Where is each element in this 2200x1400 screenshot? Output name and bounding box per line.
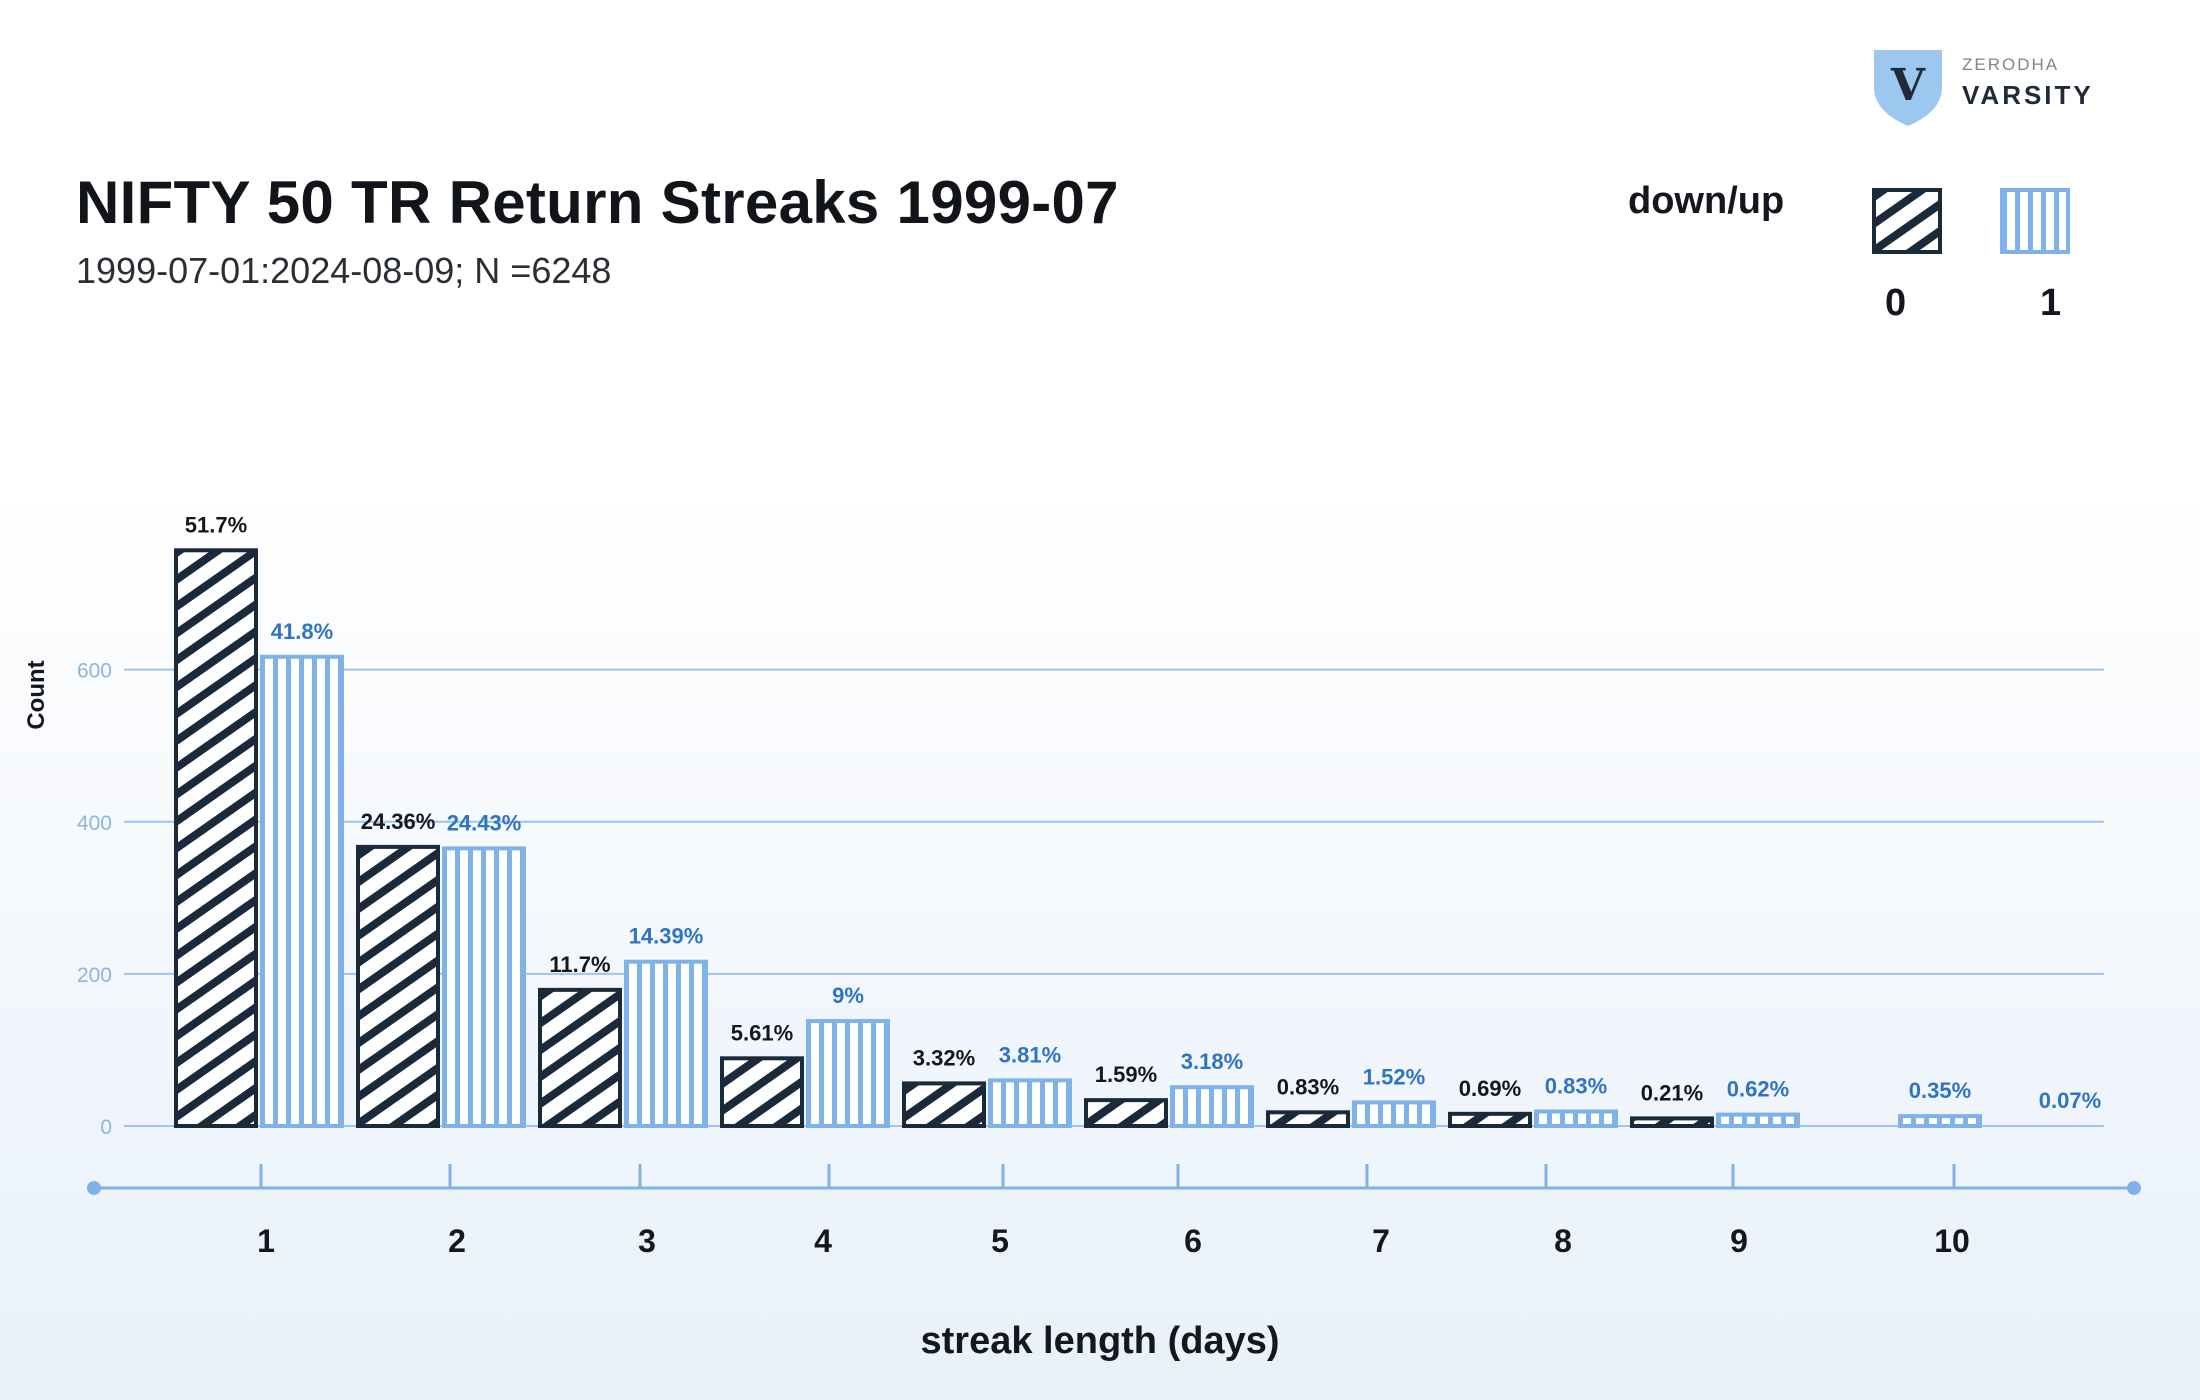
data-label-up-3: 14.39% bbox=[629, 924, 704, 949]
x-tick-label-2: 2 bbox=[448, 1223, 466, 1259]
bar-down-2 bbox=[356, 844, 440, 1128]
data-label-down-2: 24.36% bbox=[361, 809, 436, 834]
logo-brand-big: VARSITY bbox=[1962, 80, 2094, 110]
x-axis-label: streak length (days) bbox=[921, 1320, 1280, 1362]
bar-down-7 bbox=[1266, 1110, 1350, 1129]
data-label-down-6: 1.59% bbox=[1095, 1062, 1157, 1087]
data-label-up-10: 0.35% bbox=[1909, 1078, 1971, 1103]
bar-up-7 bbox=[1352, 1100, 1436, 1129]
y-tick-label: 200 bbox=[77, 964, 112, 987]
data-label-down-4: 5.61% bbox=[731, 1020, 793, 1045]
data-label-down-1: 51.7% bbox=[185, 512, 247, 537]
bar-up-10 bbox=[1898, 1114, 1982, 1129]
bar-down-1 bbox=[174, 548, 258, 1128]
bar-down-4 bbox=[720, 1056, 804, 1128]
x-tick-label-9: 9 bbox=[1730, 1223, 1748, 1259]
bar-down-9 bbox=[1630, 1116, 1714, 1129]
data-label-up-2: 24.43% bbox=[447, 810, 522, 835]
y-tick-label: 400 bbox=[77, 812, 112, 835]
bar-down-5 bbox=[902, 1081, 986, 1128]
bar-up-5 bbox=[988, 1078, 1072, 1128]
data-label-down-7: 0.83% bbox=[1277, 1074, 1339, 1099]
legend-title: down/up bbox=[1628, 180, 1785, 222]
legend-label-down: 0 bbox=[1885, 282, 1907, 324]
y-tick-label: 0 bbox=[100, 1116, 112, 1139]
bar-up-6 bbox=[1170, 1085, 1254, 1128]
data-label-up-4: 9% bbox=[832, 983, 864, 1008]
y-axis-label: Count bbox=[23, 660, 50, 729]
x-tick-label-1: 1 bbox=[257, 1223, 275, 1259]
bar-up-4 bbox=[806, 1019, 890, 1128]
y-tick-label: 600 bbox=[77, 660, 112, 683]
data-label-up-8: 0.83% bbox=[1545, 1074, 1607, 1099]
logo-mark: V bbox=[1890, 60, 1926, 111]
data-label-extra: 0.07% bbox=[2039, 1088, 2101, 1113]
shield-icon bbox=[1874, 50, 1942, 126]
data-label-up-6: 3.18% bbox=[1181, 1049, 1243, 1074]
data-label-up-1: 41.8% bbox=[271, 619, 333, 644]
x-axis-end-dot bbox=[2127, 1181, 2141, 1195]
varsity-logo: V bbox=[1874, 50, 1942, 126]
x-tick-label-3: 3 bbox=[638, 1223, 656, 1259]
bar-up-8 bbox=[1534, 1109, 1618, 1129]
chart-subtitle: 1999-07-01:2024-08-09; N =6248 bbox=[76, 250, 612, 291]
bar-down-8 bbox=[1448, 1111, 1532, 1128]
x-tick-label-7: 7 bbox=[1372, 1223, 1390, 1259]
data-label-up-5: 3.81% bbox=[999, 1042, 1061, 1067]
chart-title: NIFTY 50 TR Return Streaks 1999-07 bbox=[76, 169, 1119, 236]
data-label-up-7: 1.52% bbox=[1363, 1064, 1425, 1089]
data-label-up-9: 0.62% bbox=[1727, 1077, 1789, 1102]
legend-swatch-up bbox=[2000, 188, 2070, 254]
x-tick-label-4: 4 bbox=[814, 1223, 832, 1259]
legend-label-up: 1 bbox=[2040, 282, 2062, 324]
data-label-down-9: 0.21% bbox=[1641, 1080, 1703, 1105]
bar-down-3 bbox=[538, 987, 622, 1128]
data-label-down-5: 3.32% bbox=[913, 1045, 975, 1070]
bar-up-3 bbox=[624, 959, 708, 1128]
legend-swatch-down bbox=[1872, 188, 1942, 254]
logo-brand-small: ZERODHA bbox=[1962, 55, 2060, 74]
data-label-down-3: 11.7% bbox=[549, 952, 610, 977]
bar-down-6 bbox=[1084, 1098, 1168, 1128]
x-axis-start-dot bbox=[87, 1181, 101, 1195]
data-label-down-8: 0.69% bbox=[1459, 1076, 1521, 1101]
x-tick-label-6: 6 bbox=[1184, 1223, 1202, 1259]
bar-up-1 bbox=[260, 654, 344, 1128]
bar-up-2 bbox=[442, 846, 526, 1128]
x-tick-label-10: 10 bbox=[1934, 1223, 1970, 1259]
bar-up-9 bbox=[1716, 1112, 1800, 1129]
x-tick-label-8: 8 bbox=[1554, 1223, 1572, 1259]
x-tick-label-5: 5 bbox=[991, 1223, 1009, 1259]
